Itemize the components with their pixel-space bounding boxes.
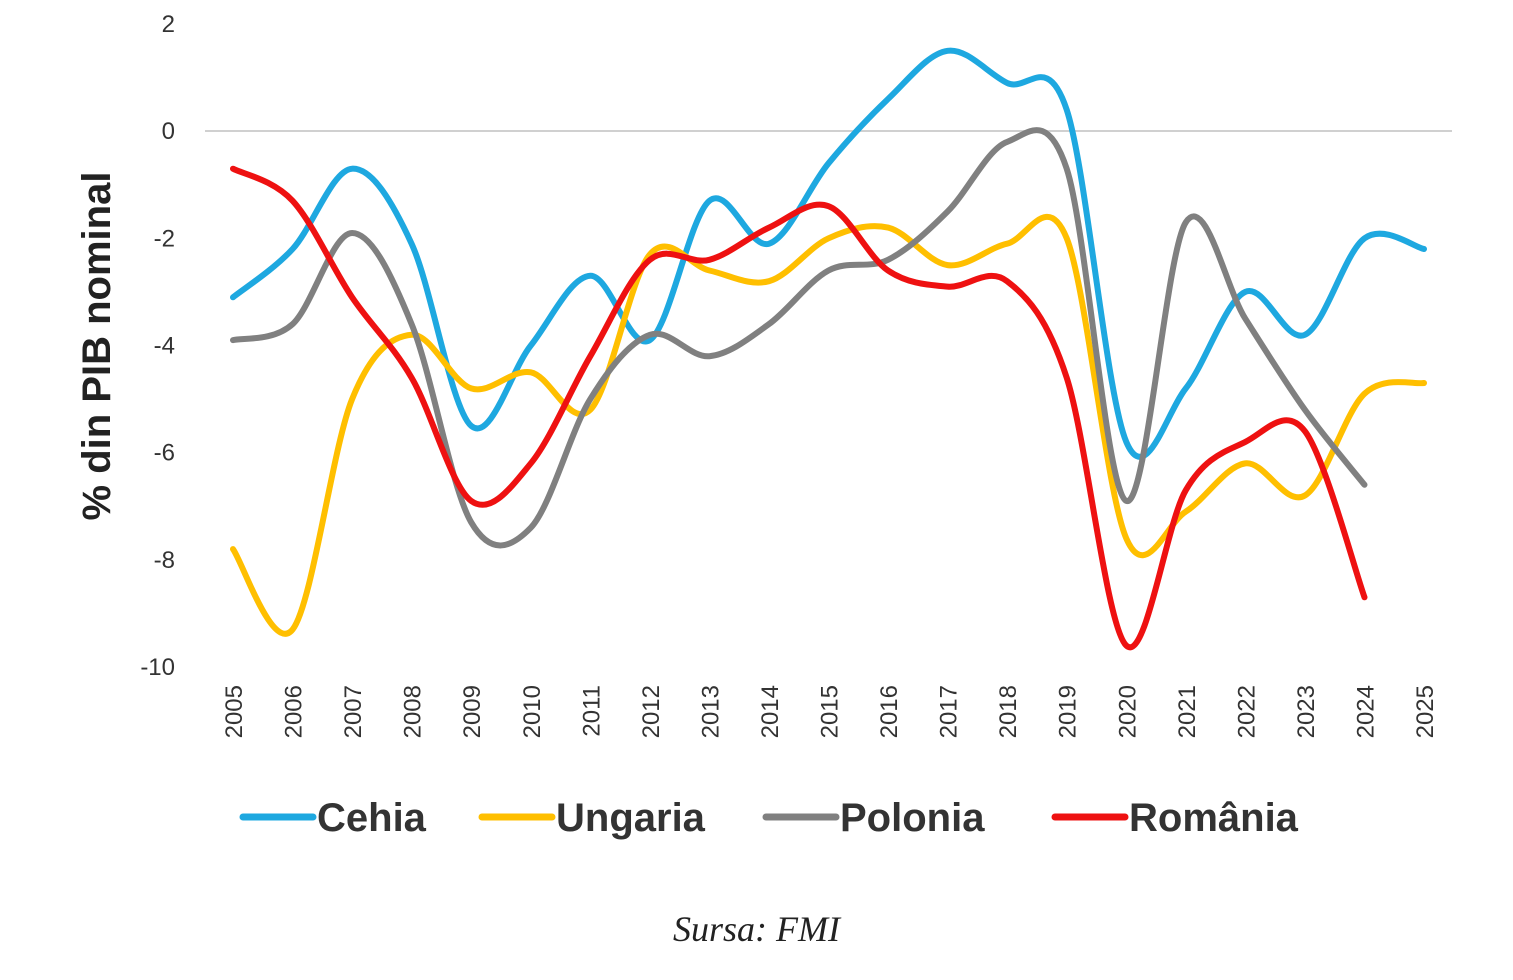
x-tick-label: 2012: [638, 685, 665, 738]
series-lines: [230, 47, 1427, 651]
y-axis-label: % din PIB nominal: [75, 172, 119, 521]
x-tick-label: 2011: [578, 685, 605, 737]
y-tick-label: -10: [140, 654, 175, 681]
y-tick-label: -4: [154, 333, 175, 360]
x-tick-label: 2016: [876, 685, 903, 738]
y-tick-label: 2: [162, 11, 175, 38]
x-tick-label: 2009: [459, 685, 486, 738]
x-tick-label: 2013: [697, 685, 724, 738]
x-tick-label: 2018: [995, 685, 1022, 738]
x-tick-label: 2020: [1114, 685, 1141, 738]
series-line-polonia: [230, 127, 1368, 549]
y-tick-label: -6: [154, 440, 175, 467]
x-tick-label: 2017: [936, 685, 963, 738]
legend: Cehia Ungaria Polonia România: [239, 796, 1299, 840]
y-tick-label: 0: [162, 118, 175, 145]
x-tick-label: 2007: [340, 685, 367, 738]
x-tick-label: 2015: [817, 685, 844, 738]
x-tick-label: 2021: [1174, 685, 1201, 738]
series-line-romania: [230, 165, 1368, 651]
legend-label-ungaria: Ungaria: [556, 796, 706, 840]
source-note: Sursa: FMI: [673, 909, 840, 949]
legend-label-cehia: Cehia: [317, 796, 427, 840]
series-line-cehia: [230, 47, 1427, 460]
x-tick-label: 2023: [1293, 685, 1320, 738]
legend-label-romania: România: [1129, 796, 1299, 840]
x-tick-label: 2008: [400, 685, 427, 738]
x-tick-label: 2022: [1233, 685, 1260, 738]
x-tick-label: 2024: [1352, 685, 1379, 738]
y-tick-label: -8: [154, 547, 175, 574]
y-axis-ticks: 2 0 -2 -4 -6 -8 -10: [140, 11, 175, 681]
y-tick-label: -2: [154, 225, 175, 252]
x-tick-label: 2010: [519, 685, 546, 738]
series-line-ungaria: [230, 213, 1427, 637]
x-axis-ticks: 2005 2006 2007 2008 2009 2010 2011 2012 2013 2014…: [221, 685, 1439, 738]
legend-label-polonia: Polonia: [840, 796, 985, 840]
x-tick-label: 2014: [757, 685, 784, 738]
x-tick-label: 2025: [1412, 685, 1439, 738]
x-tick-label: 2005: [221, 685, 248, 738]
x-tick-label: 2006: [281, 685, 308, 738]
x-tick-label: 2019: [1055, 685, 1082, 738]
